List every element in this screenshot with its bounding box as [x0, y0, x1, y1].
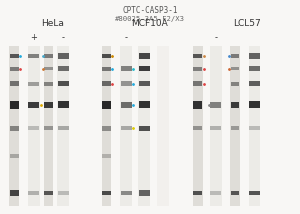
Bar [194, 101, 202, 108]
Bar [58, 53, 69, 59]
Bar [139, 81, 149, 86]
Bar [10, 190, 19, 196]
Bar [58, 101, 69, 108]
Bar [44, 102, 53, 108]
Bar [102, 126, 111, 131]
Bar [249, 191, 260, 195]
Bar [249, 53, 260, 59]
Text: MCF10A: MCF10A [132, 19, 168, 28]
Bar [28, 102, 39, 108]
Bar [28, 126, 39, 130]
Bar [121, 191, 132, 195]
Bar [102, 67, 111, 71]
Bar [249, 126, 260, 130]
Bar [231, 126, 239, 130]
Bar [44, 46, 53, 206]
Bar [58, 66, 69, 71]
Bar [139, 126, 149, 131]
Text: -: - [214, 33, 217, 42]
Bar [102, 191, 111, 195]
Bar [194, 82, 202, 86]
Bar [210, 102, 221, 108]
Bar [139, 66, 149, 71]
Text: #80025-3A5-F2/X3: #80025-3A5-F2/X3 [115, 16, 185, 22]
Bar [231, 82, 239, 86]
Bar [9, 46, 19, 206]
Bar [231, 67, 239, 70]
Bar [194, 54, 202, 58]
Bar [249, 81, 260, 86]
Bar [58, 126, 69, 130]
Bar [139, 101, 149, 108]
Bar [210, 46, 222, 206]
Bar [28, 191, 39, 195]
Bar [10, 82, 19, 86]
Bar [102, 54, 111, 58]
Bar [28, 54, 39, 58]
Text: CPTC-CASP3-1: CPTC-CASP3-1 [122, 6, 178, 15]
Bar [210, 191, 221, 195]
Bar [44, 126, 53, 130]
Bar [44, 191, 53, 195]
Bar [44, 54, 53, 58]
Bar [102, 46, 112, 206]
Bar [121, 66, 132, 71]
Bar [193, 46, 202, 206]
Bar [10, 67, 19, 71]
Bar [139, 190, 149, 196]
Text: +: + [30, 33, 37, 42]
Bar [121, 82, 132, 86]
Bar [57, 46, 69, 206]
Text: HeLa: HeLa [41, 19, 64, 28]
Bar [28, 82, 39, 86]
Text: -: - [62, 33, 65, 42]
Bar [102, 101, 111, 108]
Bar [121, 102, 132, 108]
Text: -: - [124, 33, 128, 42]
Bar [58, 191, 69, 195]
Bar [44, 82, 53, 86]
Bar [10, 154, 19, 158]
Bar [248, 46, 260, 206]
Bar [102, 82, 111, 86]
Bar [138, 46, 150, 206]
Bar [231, 191, 239, 195]
Bar [44, 67, 53, 70]
Bar [58, 81, 69, 86]
Bar [194, 191, 202, 195]
Bar [120, 46, 132, 206]
Bar [121, 126, 132, 130]
Bar [231, 54, 239, 58]
Text: LCL57: LCL57 [233, 19, 261, 28]
Bar [102, 154, 111, 158]
Bar [249, 66, 260, 71]
Bar [194, 126, 202, 130]
Bar [10, 54, 19, 58]
Bar [28, 46, 40, 206]
Bar [194, 67, 202, 71]
Bar [249, 101, 260, 108]
Bar [139, 53, 149, 59]
Bar [231, 102, 239, 108]
Bar [230, 46, 240, 206]
Bar [210, 126, 221, 130]
Bar [158, 46, 169, 206]
Bar [10, 101, 19, 108]
Bar [10, 126, 19, 131]
